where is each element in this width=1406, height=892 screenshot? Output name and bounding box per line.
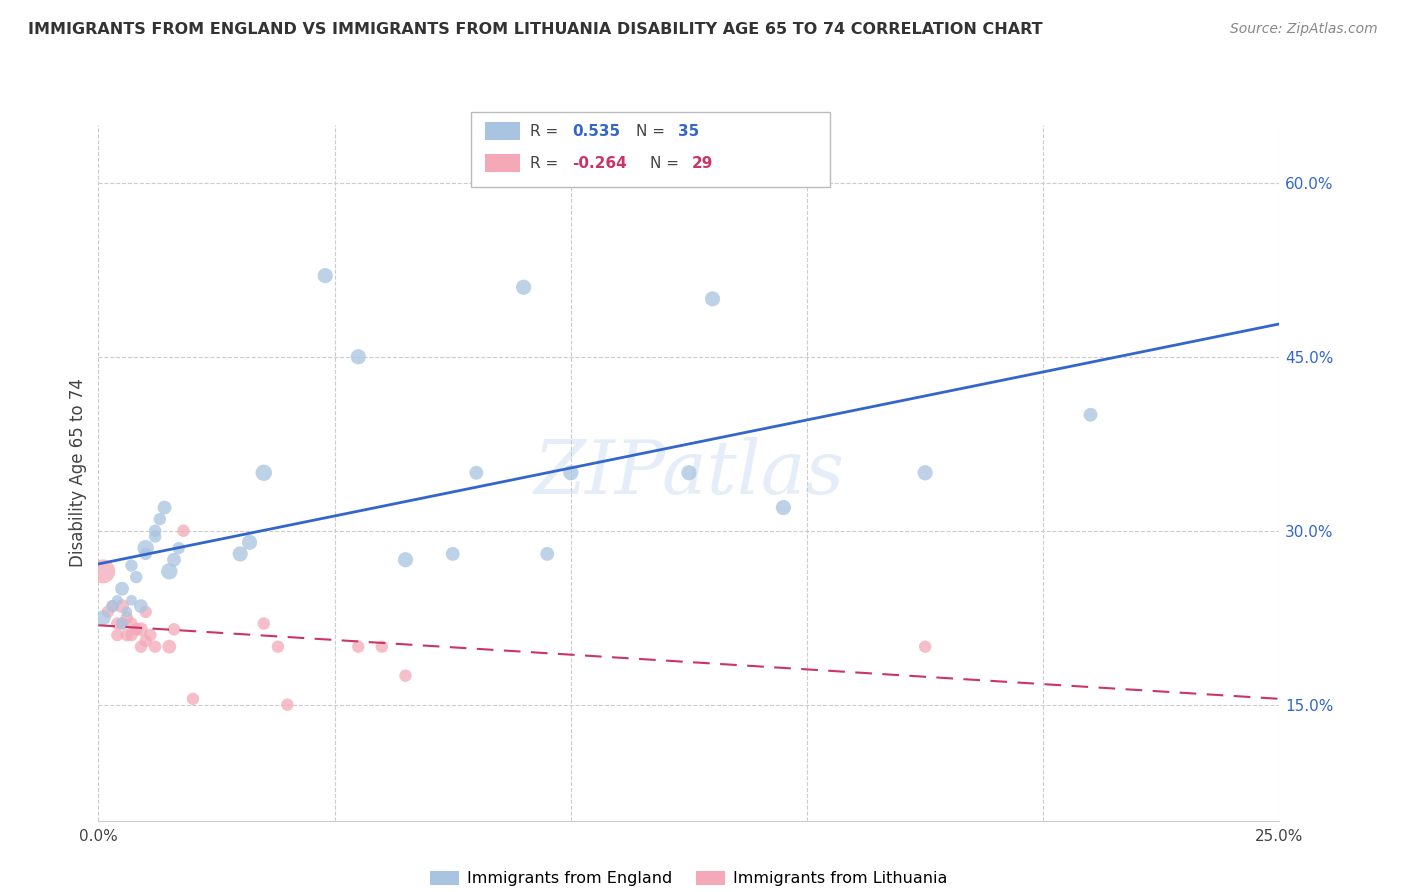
- Point: [111, 599, 134, 614]
- Point: [121, 593, 143, 607]
- Text: N =: N =: [650, 156, 683, 170]
- Point: [111, 582, 134, 596]
- Point: [172, 524, 194, 538]
- Point: [129, 599, 152, 614]
- Point: [1080, 408, 1102, 422]
- Point: [101, 599, 124, 614]
- Point: [105, 593, 128, 607]
- Text: 29: 29: [692, 156, 713, 170]
- Point: [143, 640, 166, 654]
- Point: [121, 628, 143, 642]
- Text: R =: R =: [530, 156, 564, 170]
- Point: [91, 564, 114, 578]
- Point: [157, 640, 180, 654]
- Point: [129, 640, 152, 654]
- Point: [512, 280, 534, 294]
- Point: [125, 570, 148, 584]
- Point: [678, 466, 700, 480]
- Point: [111, 616, 134, 631]
- Point: [125, 623, 148, 637]
- Point: [111, 616, 134, 631]
- Point: [135, 541, 157, 555]
- Point: [135, 633, 157, 648]
- Point: [702, 292, 724, 306]
- Point: [229, 547, 252, 561]
- Text: N =: N =: [636, 124, 669, 138]
- Point: [772, 500, 794, 515]
- Point: [276, 698, 298, 712]
- Point: [121, 558, 143, 573]
- Text: R =: R =: [530, 124, 564, 138]
- Point: [394, 669, 416, 683]
- Point: [371, 640, 394, 654]
- Text: Source: ZipAtlas.com: Source: ZipAtlas.com: [1230, 22, 1378, 37]
- Point: [347, 350, 370, 364]
- Point: [101, 599, 124, 614]
- Point: [105, 628, 128, 642]
- Point: [536, 547, 558, 561]
- Point: [394, 552, 416, 567]
- Text: ZIPatlas: ZIPatlas: [533, 436, 845, 509]
- Point: [115, 610, 138, 624]
- Point: [163, 623, 186, 637]
- Point: [239, 535, 262, 549]
- Y-axis label: Disability Age 65 to 74: Disability Age 65 to 74: [69, 378, 87, 567]
- Point: [314, 268, 336, 283]
- Point: [914, 466, 936, 480]
- Point: [267, 640, 290, 654]
- Point: [181, 692, 204, 706]
- Point: [153, 500, 176, 515]
- Point: [914, 640, 936, 654]
- Point: [143, 524, 166, 538]
- Point: [121, 616, 143, 631]
- Point: [163, 552, 186, 567]
- Legend: Immigrants from England, Immigrants from Lithuania: Immigrants from England, Immigrants from…: [425, 864, 953, 892]
- Point: [465, 466, 488, 480]
- Point: [157, 564, 180, 578]
- Text: 35: 35: [678, 124, 699, 138]
- Text: -0.264: -0.264: [572, 156, 627, 170]
- Point: [129, 623, 152, 637]
- Point: [149, 512, 172, 526]
- Point: [167, 541, 190, 555]
- Point: [347, 640, 370, 654]
- Point: [560, 466, 582, 480]
- Point: [441, 547, 464, 561]
- Point: [115, 605, 138, 619]
- Point: [253, 466, 276, 480]
- Text: IMMIGRANTS FROM ENGLAND VS IMMIGRANTS FROM LITHUANIA DISABILITY AGE 65 TO 74 COR: IMMIGRANTS FROM ENGLAND VS IMMIGRANTS FR…: [28, 22, 1043, 37]
- Point: [253, 616, 276, 631]
- Point: [97, 605, 120, 619]
- Point: [135, 547, 157, 561]
- Point: [91, 610, 114, 624]
- Point: [139, 628, 162, 642]
- Point: [115, 628, 138, 642]
- Point: [135, 605, 157, 619]
- Point: [143, 529, 166, 543]
- Point: [105, 616, 128, 631]
- Text: 0.535: 0.535: [572, 124, 620, 138]
